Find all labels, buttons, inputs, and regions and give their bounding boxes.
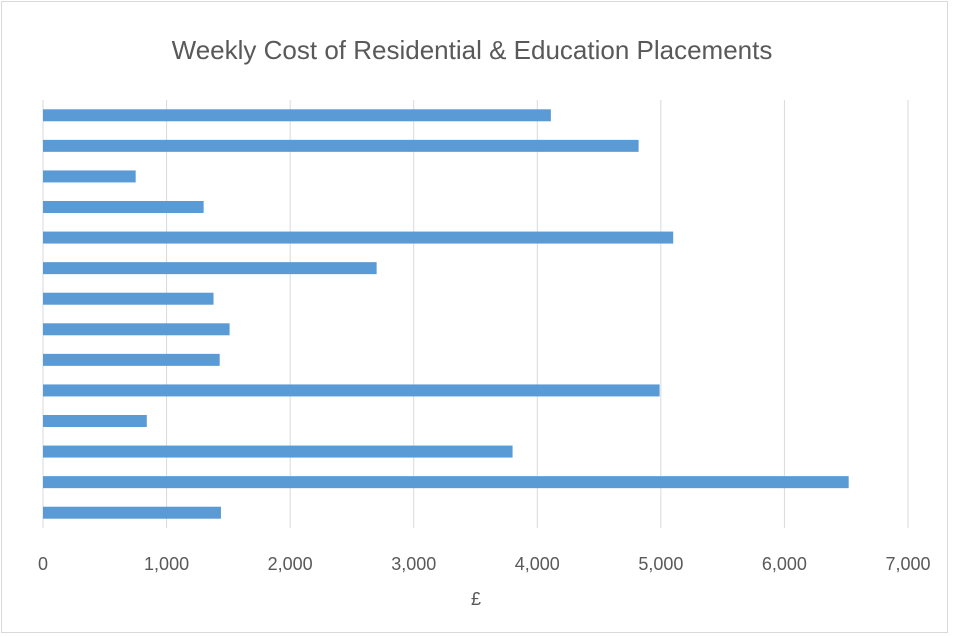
bar xyxy=(43,201,204,213)
bar xyxy=(43,506,221,519)
bar xyxy=(43,109,551,122)
x-axis-label: £ xyxy=(471,589,481,609)
bar xyxy=(43,353,220,366)
chart-title: Weekly Cost of Residential & Education P… xyxy=(172,35,773,65)
bar xyxy=(43,445,513,458)
x-tick-label: 1,000 xyxy=(144,554,189,574)
bar xyxy=(43,292,214,305)
bar xyxy=(43,170,136,183)
bar xyxy=(43,476,849,489)
x-tick-label: 0 xyxy=(38,554,48,574)
x-tick-label: 3,000 xyxy=(391,554,436,574)
bar xyxy=(43,323,230,336)
bar xyxy=(43,139,639,152)
bar xyxy=(43,384,660,397)
x-tick-label: 7,000 xyxy=(885,554,930,574)
x-tick-label: 5,000 xyxy=(638,554,683,574)
bar xyxy=(43,231,674,244)
x-tick-label: 2,000 xyxy=(268,554,313,574)
bar xyxy=(43,415,147,427)
x-tick-label: 6,000 xyxy=(762,554,807,574)
bar xyxy=(43,262,377,275)
x-tick-label: 4,000 xyxy=(515,554,560,574)
